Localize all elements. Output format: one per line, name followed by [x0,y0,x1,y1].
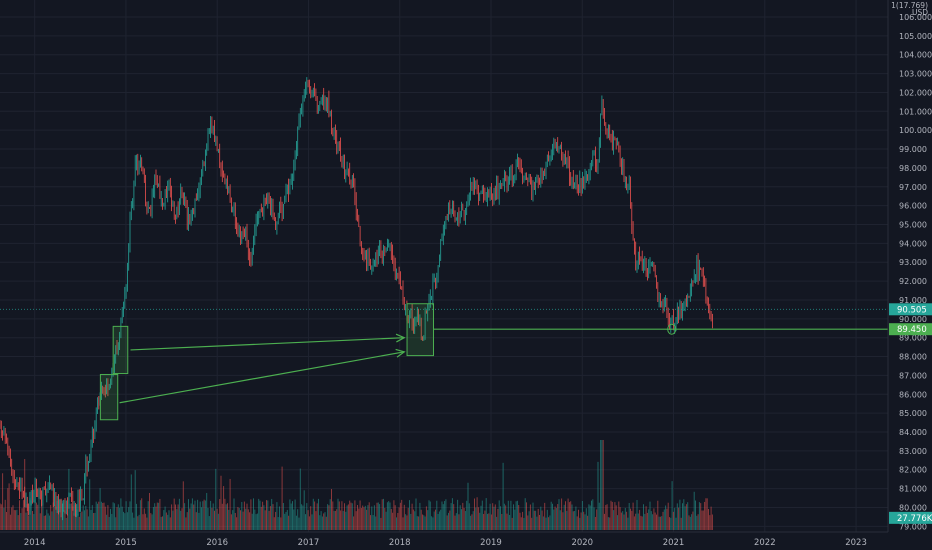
y-tick-label: 82.000 [899,466,927,475]
volume-bars [0,440,713,530]
x-tick-label: 2015 [115,538,137,548]
y-tick-label: 93.000 [899,258,927,267]
last-price-badge-bg [889,303,932,316]
x-tick-label: 2022 [754,538,776,548]
grid-lines [0,0,888,532]
x-tick-label: 2017 [298,538,320,548]
price-axis[interactable] [888,0,932,532]
price-badges: 90.505 89.450 27.776K [889,303,932,524]
y-tick-label: 81.000 [899,485,927,494]
y-tick-label: 100.000 [899,126,932,135]
arrow-head [395,348,406,358]
x-tick-label: 2016 [206,538,228,548]
y-tick-label: 88.000 [899,353,927,362]
x-tick-label: 2018 [389,538,411,548]
y-tick-label: 94.000 [899,239,927,248]
y-tick-label: 84.000 [899,428,927,437]
volume-badge-bg [889,511,932,524]
support-level-badge-bg [889,323,932,336]
annotations [0,303,888,421]
support-level-badge: 89.450 [897,325,927,335]
arrow-head [395,333,406,343]
y-tick-label: 105.000 [899,32,932,41]
y-tick-label: 96.000 [899,202,927,211]
volume-badge: 27.776K [897,514,932,524]
y-tick-label: 106.000 [899,13,932,22]
highlight-box [112,325,129,375]
time-axis[interactable] [0,532,932,550]
y-tick-label: 89.000 [899,334,927,343]
x-tick-label: 2021 [663,538,685,548]
price-axis-ticks: 79.000 80.000 81.000 82.000 83.000 84.000 85.0… [899,13,932,531]
y-tick-label: 103.000 [899,70,932,79]
y-tick-label: 79.000 [899,522,927,531]
time-axis-ticks: 2014 2015 2016 2017 2018 2019 2020 2021 2022 2023 [24,538,867,548]
y-tick-label: 85.000 [899,409,927,418]
y-tick-label: 102.000 [899,88,932,97]
y-tick-label: 99.000 [899,145,927,154]
x-tick-label: 2023 [845,538,867,548]
last-price-badge: 90.505 [897,305,927,315]
arrow-line [119,351,405,404]
y-tick-label: 101.000 [899,107,932,116]
currency-label: USD [912,8,928,17]
bottom-circle [667,323,677,335]
y-tick-label: 92.000 [899,277,927,286]
y-tick-label: 98.000 [899,164,927,173]
x-tick-label: 2014 [24,538,46,548]
arrow-line [130,337,405,351]
y-tick-label: 87.000 [899,371,927,380]
y-tick-label: 86.000 [899,390,927,399]
y-tick-label: 90.000 [899,315,927,324]
axis-header: 1(17.769) [891,1,928,10]
x-tick-label: 2019 [480,538,502,548]
y-tick-label: 97.000 [899,183,927,192]
y-tick-label: 91.000 [899,296,927,305]
highlight-box [406,303,435,357]
highlight-box [99,373,119,421]
x-tick-label: 2020 [571,538,593,548]
y-tick-label: 104.000 [899,51,932,60]
y-tick-label: 83.000 [899,447,927,456]
y-tick-label: 95.000 [899,220,927,229]
y-tick-label: 80.000 [899,503,927,512]
